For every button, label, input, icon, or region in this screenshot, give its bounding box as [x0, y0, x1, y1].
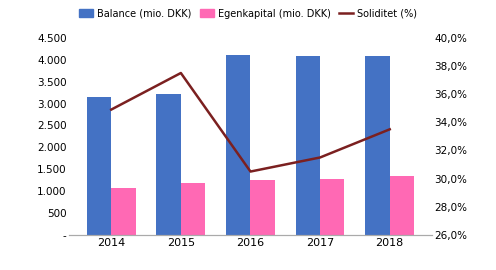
Bar	[296, 56, 320, 235]
Soliditet (%)	[108, 108, 114, 111]
Bar	[111, 188, 135, 235]
Bar	[181, 183, 205, 235]
Legend: Balance (mio. DKK), Egenkapital (mio. DKK), Soliditet (%): Balance (mio. DKK), Egenkapital (mio. DK…	[75, 5, 421, 23]
Bar	[390, 176, 414, 235]
Soliditet (%)	[317, 156, 323, 159]
Soliditet (%)	[248, 170, 253, 173]
Bar	[87, 97, 111, 235]
Bar	[226, 55, 250, 235]
Bar	[366, 56, 390, 235]
Soliditet (%)	[178, 71, 184, 75]
Bar	[156, 94, 181, 235]
Soliditet (%)	[387, 128, 393, 131]
Bar	[320, 179, 345, 235]
Bar	[250, 180, 275, 235]
Line: Soliditet (%): Soliditet (%)	[111, 73, 390, 171]
